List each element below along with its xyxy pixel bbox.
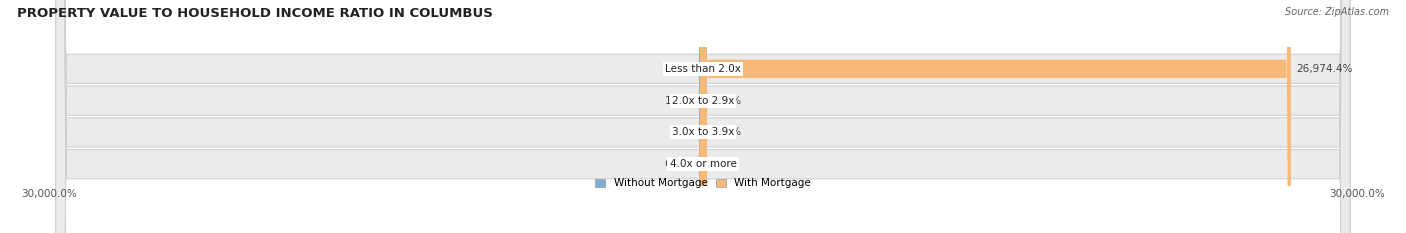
Text: Less than 2.0x: Less than 2.0x	[665, 64, 741, 74]
Text: 1.5%: 1.5%	[672, 127, 699, 137]
FancyBboxPatch shape	[56, 0, 1350, 233]
Text: 31.4%: 31.4%	[709, 96, 741, 106]
Text: 4.0x or more: 4.0x or more	[669, 159, 737, 169]
Text: 26,974.4%: 26,974.4%	[1296, 64, 1353, 74]
Text: 65.9%: 65.9%	[664, 159, 697, 169]
FancyBboxPatch shape	[56, 0, 1350, 233]
Text: 44.6%: 44.6%	[709, 127, 741, 137]
FancyBboxPatch shape	[699, 0, 706, 233]
Text: 2.0x to 2.9x: 2.0x to 2.9x	[672, 96, 734, 106]
Text: PROPERTY VALUE TO HOUSEHOLD INCOME RATIO IN COLUMBUS: PROPERTY VALUE TO HOUSEHOLD INCOME RATIO…	[17, 7, 492, 20]
FancyBboxPatch shape	[56, 0, 1350, 233]
FancyBboxPatch shape	[699, 0, 707, 233]
FancyBboxPatch shape	[700, 0, 707, 233]
FancyBboxPatch shape	[699, 0, 707, 233]
Legend: Without Mortgage, With Mortgage: Without Mortgage, With Mortgage	[591, 174, 815, 192]
FancyBboxPatch shape	[699, 0, 707, 233]
Text: 8.8%: 8.8%	[707, 159, 734, 169]
Text: 16.7%: 16.7%	[665, 64, 699, 74]
FancyBboxPatch shape	[699, 0, 707, 233]
FancyBboxPatch shape	[703, 0, 1291, 233]
FancyBboxPatch shape	[699, 0, 707, 233]
FancyBboxPatch shape	[56, 0, 1350, 233]
Text: Source: ZipAtlas.com: Source: ZipAtlas.com	[1285, 7, 1389, 17]
Text: 3.0x to 3.9x: 3.0x to 3.9x	[672, 127, 734, 137]
Text: 15.9%: 15.9%	[665, 96, 699, 106]
